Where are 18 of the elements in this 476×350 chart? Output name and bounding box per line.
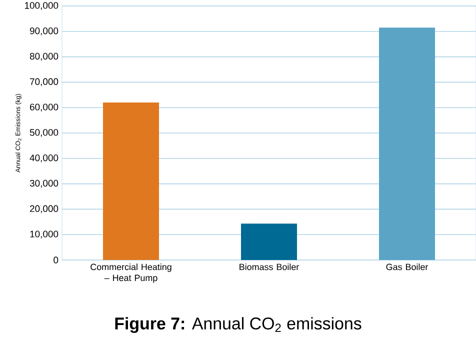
y-tick-label: 60,000 (30, 104, 58, 112)
x-tick-label: Biomass Boiler (240, 264, 299, 270)
y-tick-label: 70,000 (30, 78, 58, 86)
y-tick-label: 40,000 (30, 154, 58, 162)
y-tick-label: 80,000 (30, 52, 58, 61)
x-tick-label: Gas Boiler (386, 264, 428, 270)
y-tick-label: 30,000 (30, 180, 58, 188)
text: Figure 7: Annual CO$_{2}$ emissions (115, 317, 362, 333)
x-tick-label: Commercial Heating – Heat Pump (90, 264, 172, 283)
y-tick-label: 90,000 (30, 27, 58, 36)
bar (103, 102, 160, 260)
y-tick-label: 10,000 (30, 230, 58, 239)
y-tick-label: 20,000 (30, 205, 58, 214)
bar (241, 224, 298, 260)
y-tick-label: 50,000 (30, 129, 58, 137)
y-tick-label: 100,000 (24, 2, 58, 10)
y-tick-label: 0 (54, 256, 58, 264)
bar (379, 28, 436, 260)
